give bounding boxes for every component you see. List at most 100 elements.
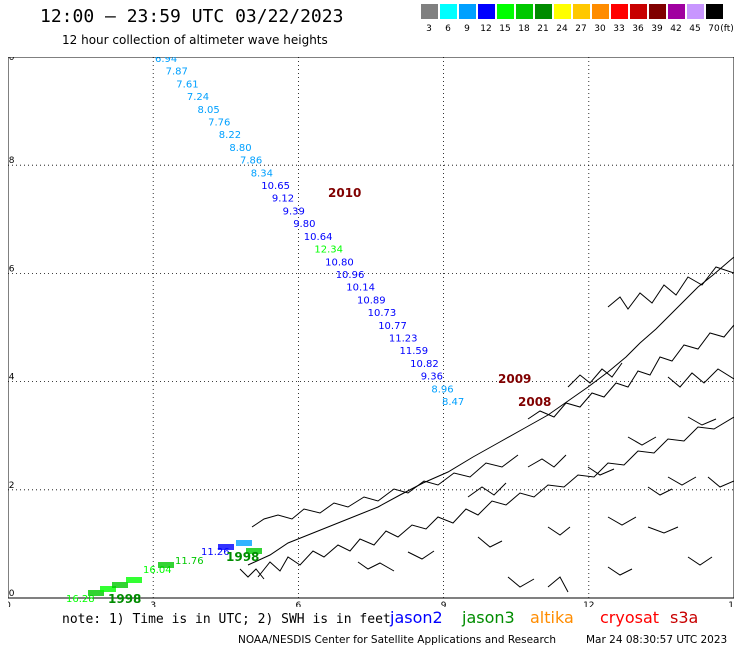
map-frame	[8, 57, 734, 599]
legend-label: 39	[651, 24, 663, 34]
wave-height-value: 11.76	[175, 556, 204, 567]
x-tick-label: 0	[8, 601, 11, 607]
legend-label: 33	[613, 24, 625, 34]
wave-height-value: 7.86	[240, 156, 262, 167]
wave-height-value: 11.26	[201, 547, 230, 558]
legend-label: 45	[689, 24, 701, 34]
legend-swatch	[573, 4, 590, 19]
footnote: note: 1) Time is in UTC; 2) SWH is in fe…	[62, 612, 391, 627]
wave-height-value: 7.61	[176, 79, 198, 90]
wave-height-value: 7.76	[208, 118, 230, 129]
wave-height-value: 6.94	[155, 57, 177, 65]
wave-height-value: 10.89	[357, 295, 386, 306]
legend-label: 36	[632, 24, 644, 34]
satellite-legend-jason3: jason3	[462, 608, 515, 627]
wave-height-value: 8.47	[442, 397, 464, 408]
page-title: 12:00 – 23:59 UTC 03/22/2023	[40, 6, 344, 27]
track-year-label: 1998	[108, 592, 141, 606]
legend-swatch	[497, 4, 514, 19]
legend-label: 21	[537, 24, 549, 34]
legend-swatch	[459, 4, 476, 19]
wave-height-value: 8.96	[431, 384, 453, 395]
legend-swatch	[706, 4, 723, 19]
wave-height-value: 11.23	[389, 334, 418, 345]
legend-label: 3	[426, 24, 432, 34]
wave-height-value: 10.96	[336, 270, 365, 281]
legend-swatch	[516, 4, 533, 19]
wave-height-value: 10.65	[261, 181, 290, 192]
wave-height-value: 10.82	[410, 359, 439, 370]
wave-height-value: 9.39	[283, 206, 305, 217]
generated-timestamp: Mar 24 08:30:57 UTC 2023	[586, 634, 728, 646]
legend-label: 42	[670, 24, 682, 34]
legend-label: 30	[594, 24, 606, 34]
wave-height-cluster-mark	[158, 562, 174, 568]
legend-swatch	[668, 4, 685, 19]
legend-label: 12	[480, 24, 492, 34]
legend-label: 9	[464, 24, 470, 34]
x-tick-label: 12	[583, 601, 594, 607]
legend-label: 15	[499, 24, 511, 34]
legend-swatch	[421, 4, 438, 19]
y-tick-label: 70	[8, 57, 15, 63]
wave-height-value: 8.34	[251, 168, 273, 179]
wave-height-cluster-mark	[246, 548, 262, 554]
legend-swatch	[611, 4, 628, 19]
legend-swatch	[440, 4, 457, 19]
legend-swatch	[592, 4, 609, 19]
y-tick-label: 60	[8, 589, 15, 599]
wave-height-cluster-mark	[218, 544, 234, 550]
wave-height-value: 8.80	[229, 143, 251, 154]
legend-swatch	[630, 4, 647, 19]
wave-height-cluster-mark	[100, 586, 116, 592]
legend-swatch	[478, 4, 495, 19]
legend-swatch	[687, 4, 704, 19]
x-tick-label: 6	[296, 601, 302, 607]
wave-height-value: 7.24	[187, 92, 209, 103]
wave-height-value: 8.05	[198, 105, 220, 116]
track-year-label: 2009	[498, 372, 531, 386]
wave-height-cluster-mark	[112, 582, 128, 588]
wave-height-value: 12.34	[314, 245, 343, 256]
wave-height-value: 10.14	[346, 283, 375, 294]
wave-height-value: 16.04	[143, 565, 172, 576]
satellite-legend-altika: altika	[530, 608, 574, 627]
wave-height-value: 8.22	[219, 130, 241, 141]
legend-label: 27	[575, 24, 587, 34]
track-year-label: 1998	[226, 550, 259, 564]
page-subtitle: 12 hour collection of altimeter wave hei…	[62, 33, 328, 47]
legend-label: 18	[518, 24, 530, 34]
y-tick-label: 64	[8, 373, 15, 383]
wave-height-value: 9.12	[272, 194, 294, 205]
wave-height-value: 11.59	[400, 346, 429, 357]
track-year-labels: 2010 2009 2008 1998 1998	[108, 186, 551, 606]
wave-height-value: 16.28	[66, 594, 95, 605]
satellite-legend-s3a: s3a	[670, 608, 699, 627]
wave-height-cluster-mark	[88, 590, 104, 596]
credit-line: NOAA/NESDIS Center for Satellite Applica…	[238, 634, 727, 646]
x-tick-label: 3	[150, 601, 156, 607]
track-year-label: 2008	[518, 395, 551, 409]
coastline	[239, 256, 734, 593]
legend-label: 24	[556, 24, 568, 34]
satellite-legend-cryosat: cryosat	[600, 608, 660, 627]
wave-height-value: 10.73	[368, 308, 397, 319]
map-grid: 0 3 6 9 12 15 60 62 64 66 68 70	[8, 57, 734, 607]
credit-org: NOAA/NESDIS Center for Satellite Applica…	[238, 634, 556, 646]
satellite-legend-jason2: jason2	[390, 608, 443, 627]
track-year-label: 2010	[328, 186, 361, 200]
wave-height-value: 9.80	[293, 219, 315, 230]
legend-swatch	[649, 4, 666, 19]
y-tick-label: 62	[8, 481, 14, 491]
wave-height-cluster-mark	[126, 577, 142, 583]
legend-unit: (ft)	[720, 24, 734, 34]
legend-swatch	[535, 4, 552, 19]
wave-height-map: 0 3 6 9 12 15 60 62 64 66 68 70 6.94 7.877.61 7.24 8.0…	[8, 57, 734, 607]
wave-height-value: 7.87	[166, 67, 188, 78]
wave-height-value: 10.80	[325, 257, 354, 268]
legend-label: 70	[708, 24, 720, 34]
y-tick-label: 66	[8, 264, 15, 274]
legend-label: 6	[445, 24, 451, 34]
satellite-track-2010: 6.94 7.877.61 7.24 8.05 7.768.22 8.80 7.868.34…	[155, 57, 464, 408]
